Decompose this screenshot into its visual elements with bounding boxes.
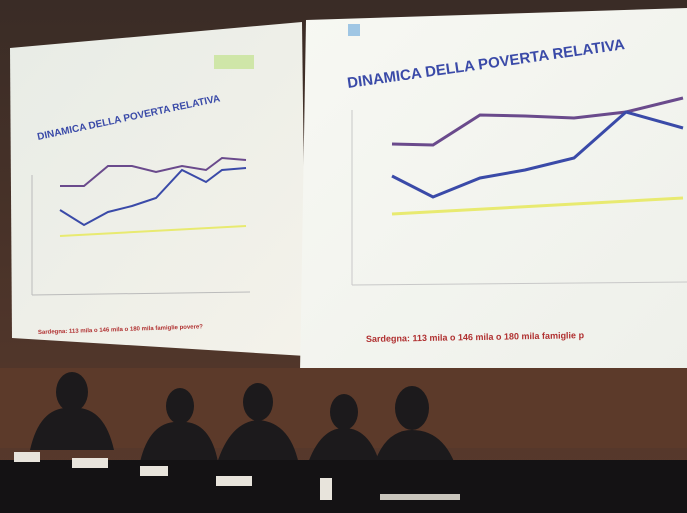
logo [214, 55, 254, 69]
logo [348, 24, 360, 36]
left-screen [10, 22, 306, 356]
papers [380, 494, 460, 500]
photo: DINAMICA DELLA POVERTA RELATIVA Sardegna… [0, 0, 687, 513]
page: DINAMICA DELLA POVERTA RELATIVA Sardegna… [0, 0, 687, 513]
